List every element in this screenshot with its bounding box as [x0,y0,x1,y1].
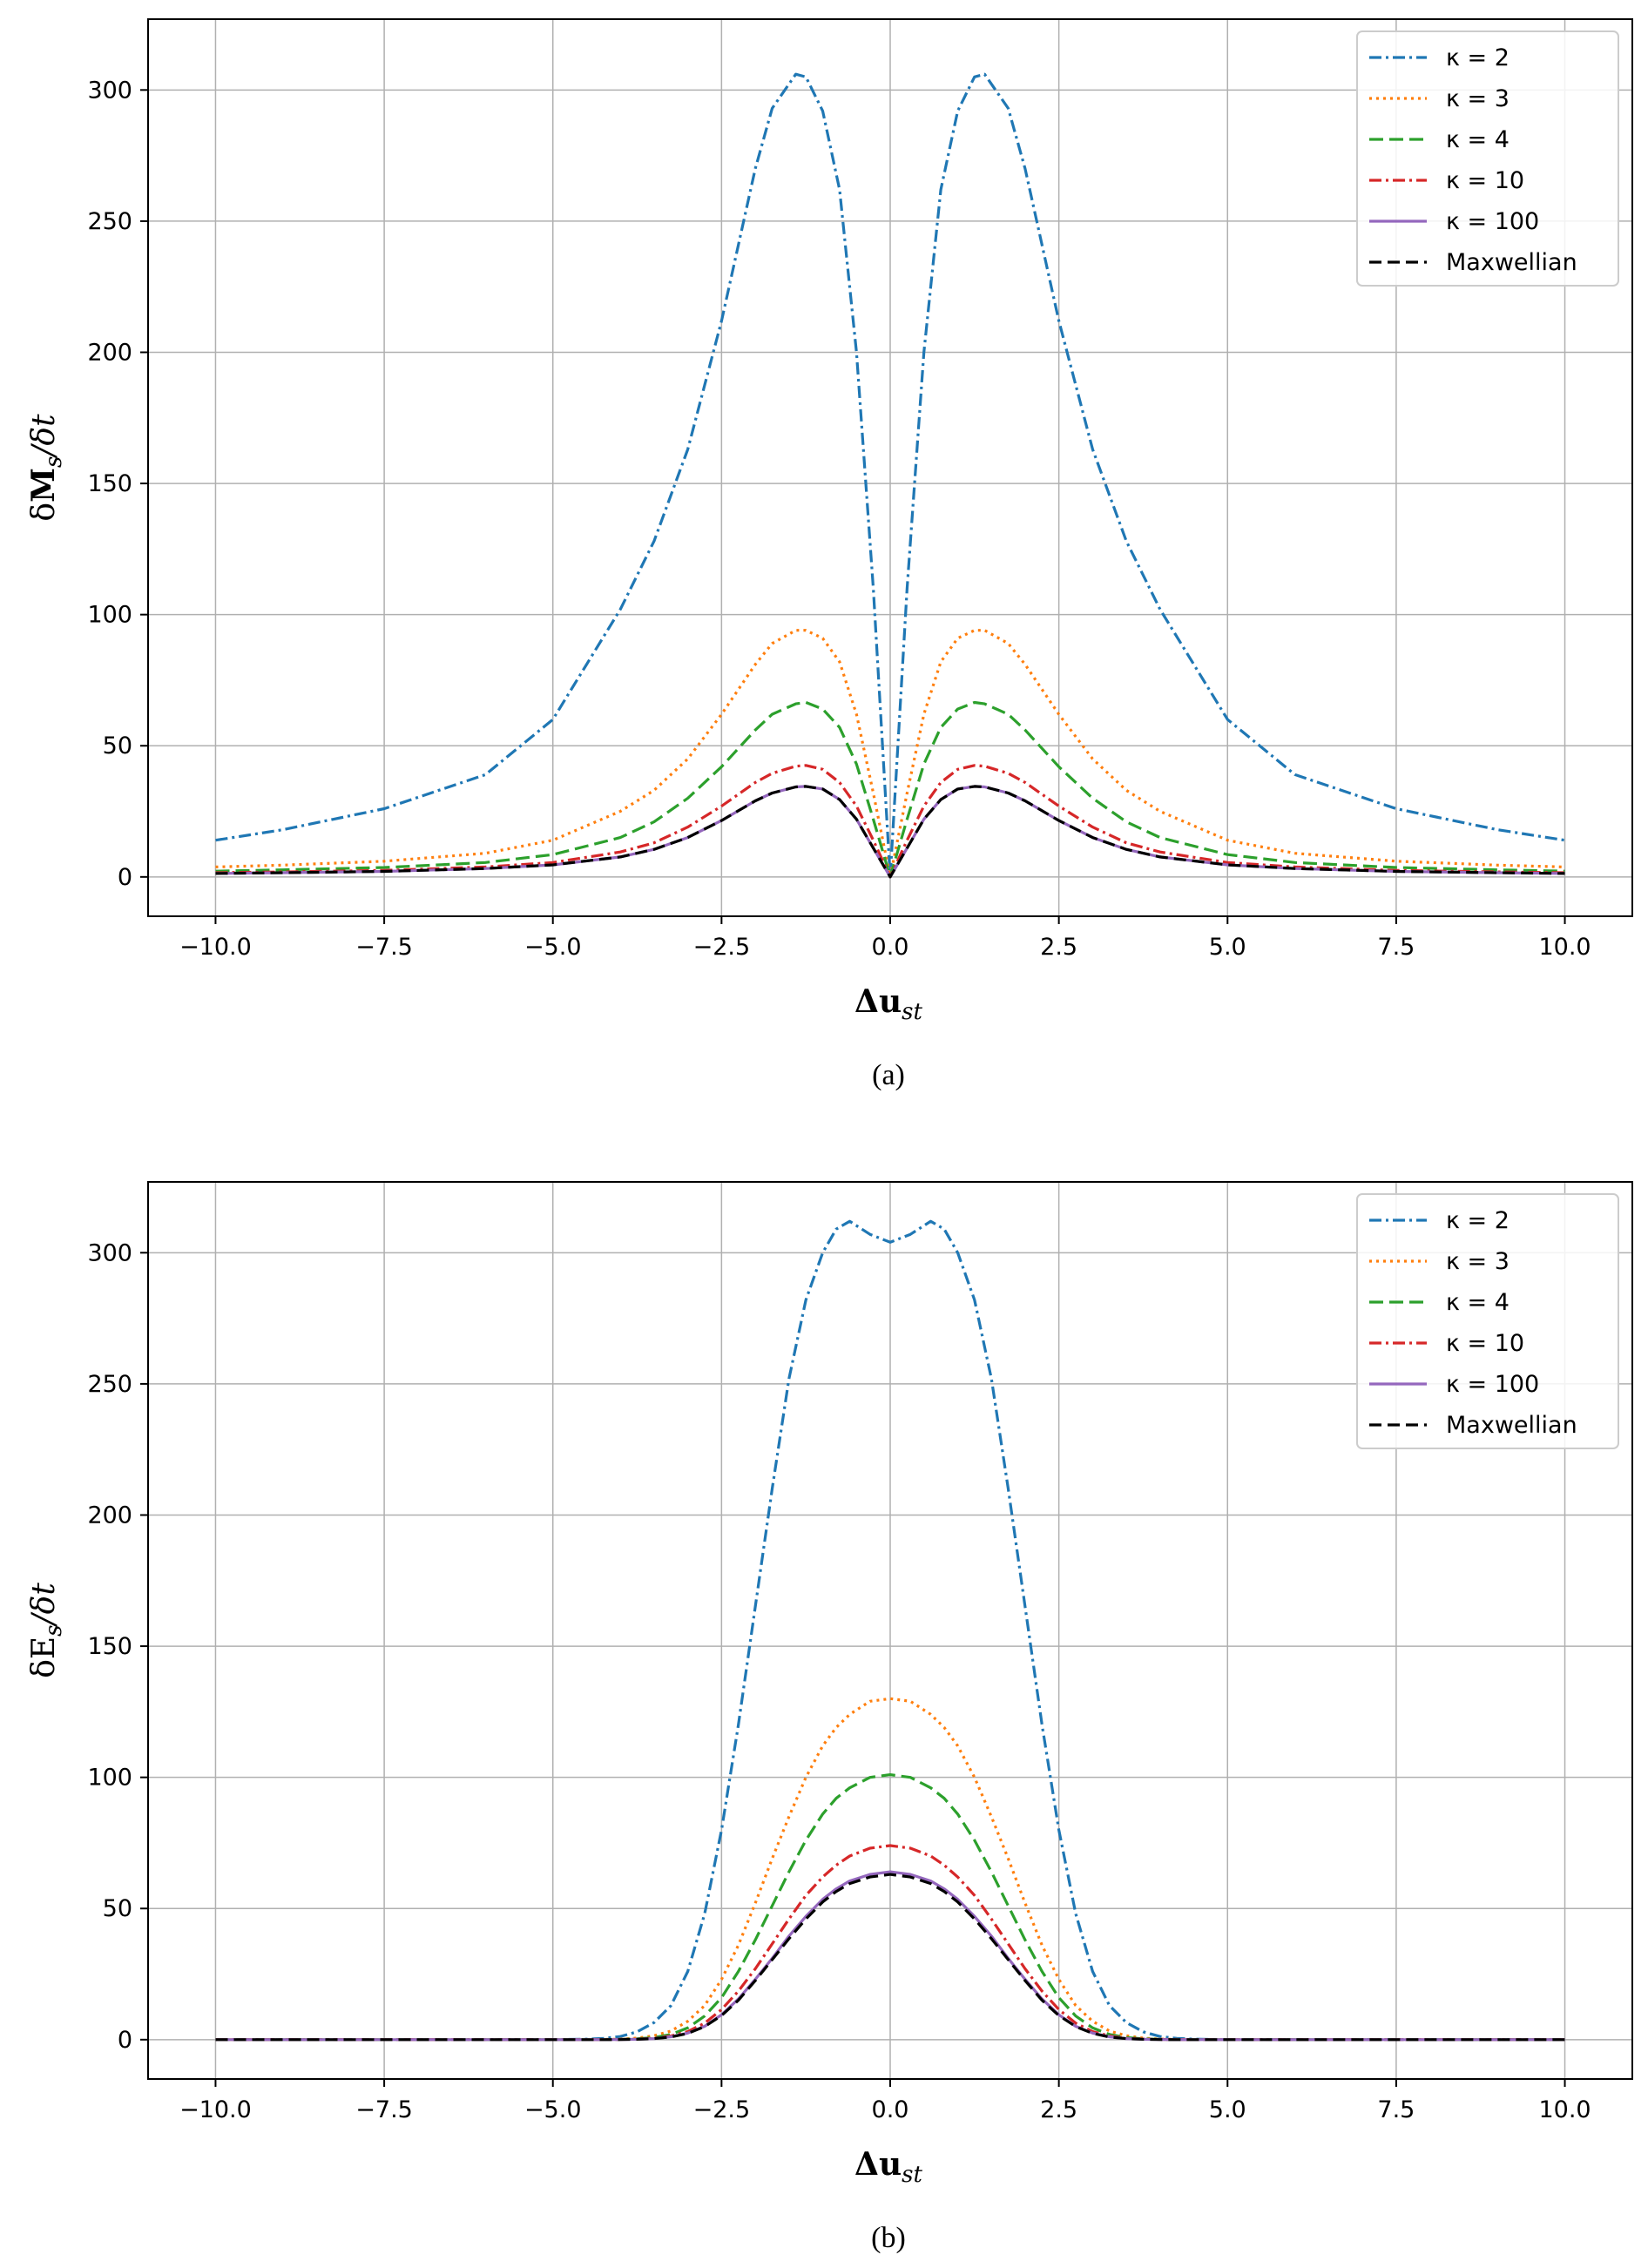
x-tick-label-b-5: 2.5 [1040,2096,1077,2123]
y-tick-label-a-6: 300 [87,77,132,104]
legend-label-b-2: κ = 2 [1446,1207,1510,1234]
x-tick-label-b-1: −7.5 [355,2096,413,2123]
x-tick-label-a-6: 5.0 [1209,934,1246,961]
y-tick-label-b-4: 200 [87,1502,132,1529]
legend-label-a-3: κ = 3 [1446,85,1510,112]
x-tick-label-b-2: −5.0 [524,2096,582,2123]
panel-a: −10.0 −7.5 −5.0 −2.5 0.0 2.5 5.0 7.5 10.0 0 50 100 1… [25,18,1633,1091]
series-line-a-maxwellian [215,785,1565,879]
series-line-a-2 [215,72,1565,879]
legend-label-a-4: κ = 4 [1446,126,1510,153]
x-tick-label-a-4: 0.0 [872,934,909,961]
grid-a [148,19,1632,916]
legend-b: κ = 2 κ = 3 κ = 4 κ = 10 κ = 100 Maxwellian [1356,1193,1619,1449]
x-tick-label-b-8: 10.0 [1538,2096,1591,2123]
y-tick-label-a-5: 250 [87,208,132,235]
caption-a: (a) [872,1059,905,1091]
ticks-b: −10.0 −7.5 −5.0 −2.5 0.0 2.5 5.0 7.5 10.0 0 50 100 1… [87,1239,1591,2123]
x-tick-label-a-5: 2.5 [1040,934,1077,961]
x-tick-label-a-3: −2.5 [693,934,751,961]
x-tick-label-b-7: 7.5 [1377,2096,1415,2123]
series-line-b-100 [215,1870,1565,2042]
x-tick-label-a-0: −10.0 [179,934,252,961]
series-line-b-4 [215,1773,1565,2042]
y-axis-label-a: δMs/δt [25,414,67,522]
y-tick-label-b-3: 150 [87,1633,132,1660]
x-tick-label-a-2: −5.0 [524,934,582,961]
y-tick-label-b-0: 0 [118,2027,132,2054]
y-tick-label-b-6: 300 [87,1239,132,1266]
x-tick-label-b-4: 0.0 [872,2096,909,2123]
legend-label-b-100: κ = 100 [1446,1371,1539,1398]
ticks-a: −10.0 −7.5 −5.0 −2.5 0.0 2.5 5.0 7.5 10.0 0 50 100 1… [87,77,1591,961]
x-tick-label-b-6: 5.0 [1209,2096,1246,2123]
grid-b [148,1182,1632,2079]
legend-a: κ = 2 κ = 3 κ = 4 κ = 10 κ = 100 Maxwellian [1356,30,1619,287]
y-tick-label-b-5: 250 [87,1371,132,1398]
x-axis-label-b: Δust [854,2146,922,2188]
legend-label-a-10: κ = 10 [1446,167,1524,194]
x-axis-label-a: Δust [854,983,922,1025]
legend-label-b-4: κ = 4 [1446,1289,1510,1316]
legend-label-a-maxwellian: Maxwellian [1446,249,1577,276]
y-tick-label-a-1: 50 [103,732,132,759]
x-tick-label-b-3: −2.5 [693,2096,751,2123]
series-line-b-2 [215,1219,1565,2042]
series-layer-a [215,72,1565,879]
x-tick-label-b-0: −10.0 [179,2096,252,2123]
x-tick-label-a-8: 10.0 [1538,934,1591,961]
y-tick-label-b-2: 100 [87,1765,132,1792]
y-tick-label-a-2: 100 [87,602,132,629]
y-axis-label-b: δEs/δt [26,1583,67,1678]
caption-b: (b) [871,2222,906,2254]
y-tick-label-a-4: 200 [87,339,132,366]
x-tick-label-a-7: 7.5 [1377,934,1415,961]
series-layer-b [215,1219,1565,2042]
y-tick-label-a-3: 150 [87,470,132,497]
x-tick-label-a-1: −7.5 [355,934,413,961]
legend-label-b-10: κ = 10 [1446,1330,1524,1357]
series-line-b-maxwellian [215,1873,1565,2042]
legend-label-b-maxwellian: Maxwellian [1446,1412,1577,1439]
y-tick-label-b-1: 50 [103,1895,132,1922]
legend-label-a-2: κ = 2 [1446,44,1510,71]
legend-label-b-3: κ = 3 [1446,1248,1510,1275]
y-tick-label-a-0: 0 [118,864,132,891]
panel-b: −10.0 −7.5 −5.0 −2.5 0.0 2.5 5.0 7.5 10.0 0 50 100 1… [26,1181,1633,2254]
legend-label-a-100: κ = 100 [1446,208,1539,235]
